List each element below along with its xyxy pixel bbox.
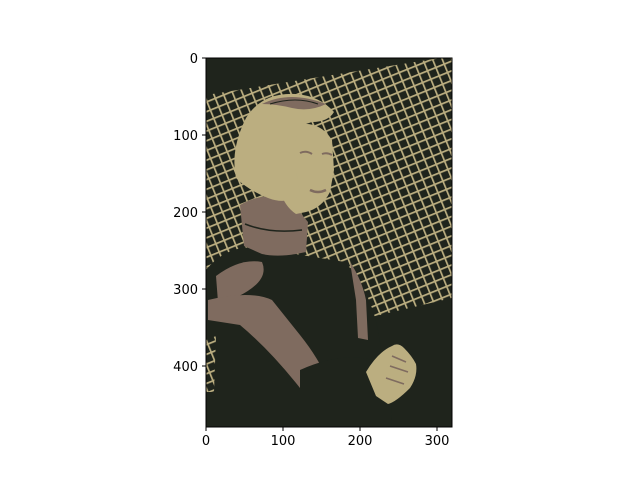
x-axis: 0 100 200 300 — [202, 427, 450, 449]
x-tick-label-100: 100 — [271, 434, 296, 449]
y-tick-label-300: 300 — [173, 283, 198, 298]
y-axis: 0 100 200 300 400 — [173, 52, 206, 375]
hand — [366, 344, 417, 404]
sweater-right — [350, 262, 368, 340]
hair — [234, 93, 334, 201]
fingers — [385, 355, 409, 385]
grid-sliver — [206, 336, 216, 392]
hair-part — [269, 99, 319, 105]
x-tick-label-300: 300 — [425, 434, 450, 449]
sweater-chest — [208, 295, 330, 388]
x-tick-label-0: 0 — [202, 434, 210, 449]
x-tick-label-200: 200 — [348, 434, 373, 449]
y-tick-label-400: 400 — [173, 360, 198, 375]
sweater-left — [216, 261, 264, 302]
portrait-image — [206, 58, 452, 427]
y-tick-label-0: 0 — [190, 52, 198, 67]
y-tick-label-200: 200 — [173, 206, 198, 221]
eye-left — [299, 150, 313, 155]
axes-frame — [205, 57, 453, 428]
mouth — [309, 188, 327, 194]
turtleneck — [240, 196, 308, 256]
turtleneck-fold — [244, 223, 303, 232]
eye-right — [321, 152, 333, 156]
hair-top-shadow — [262, 97, 326, 110]
y-tick-label-100: 100 — [173, 129, 198, 144]
